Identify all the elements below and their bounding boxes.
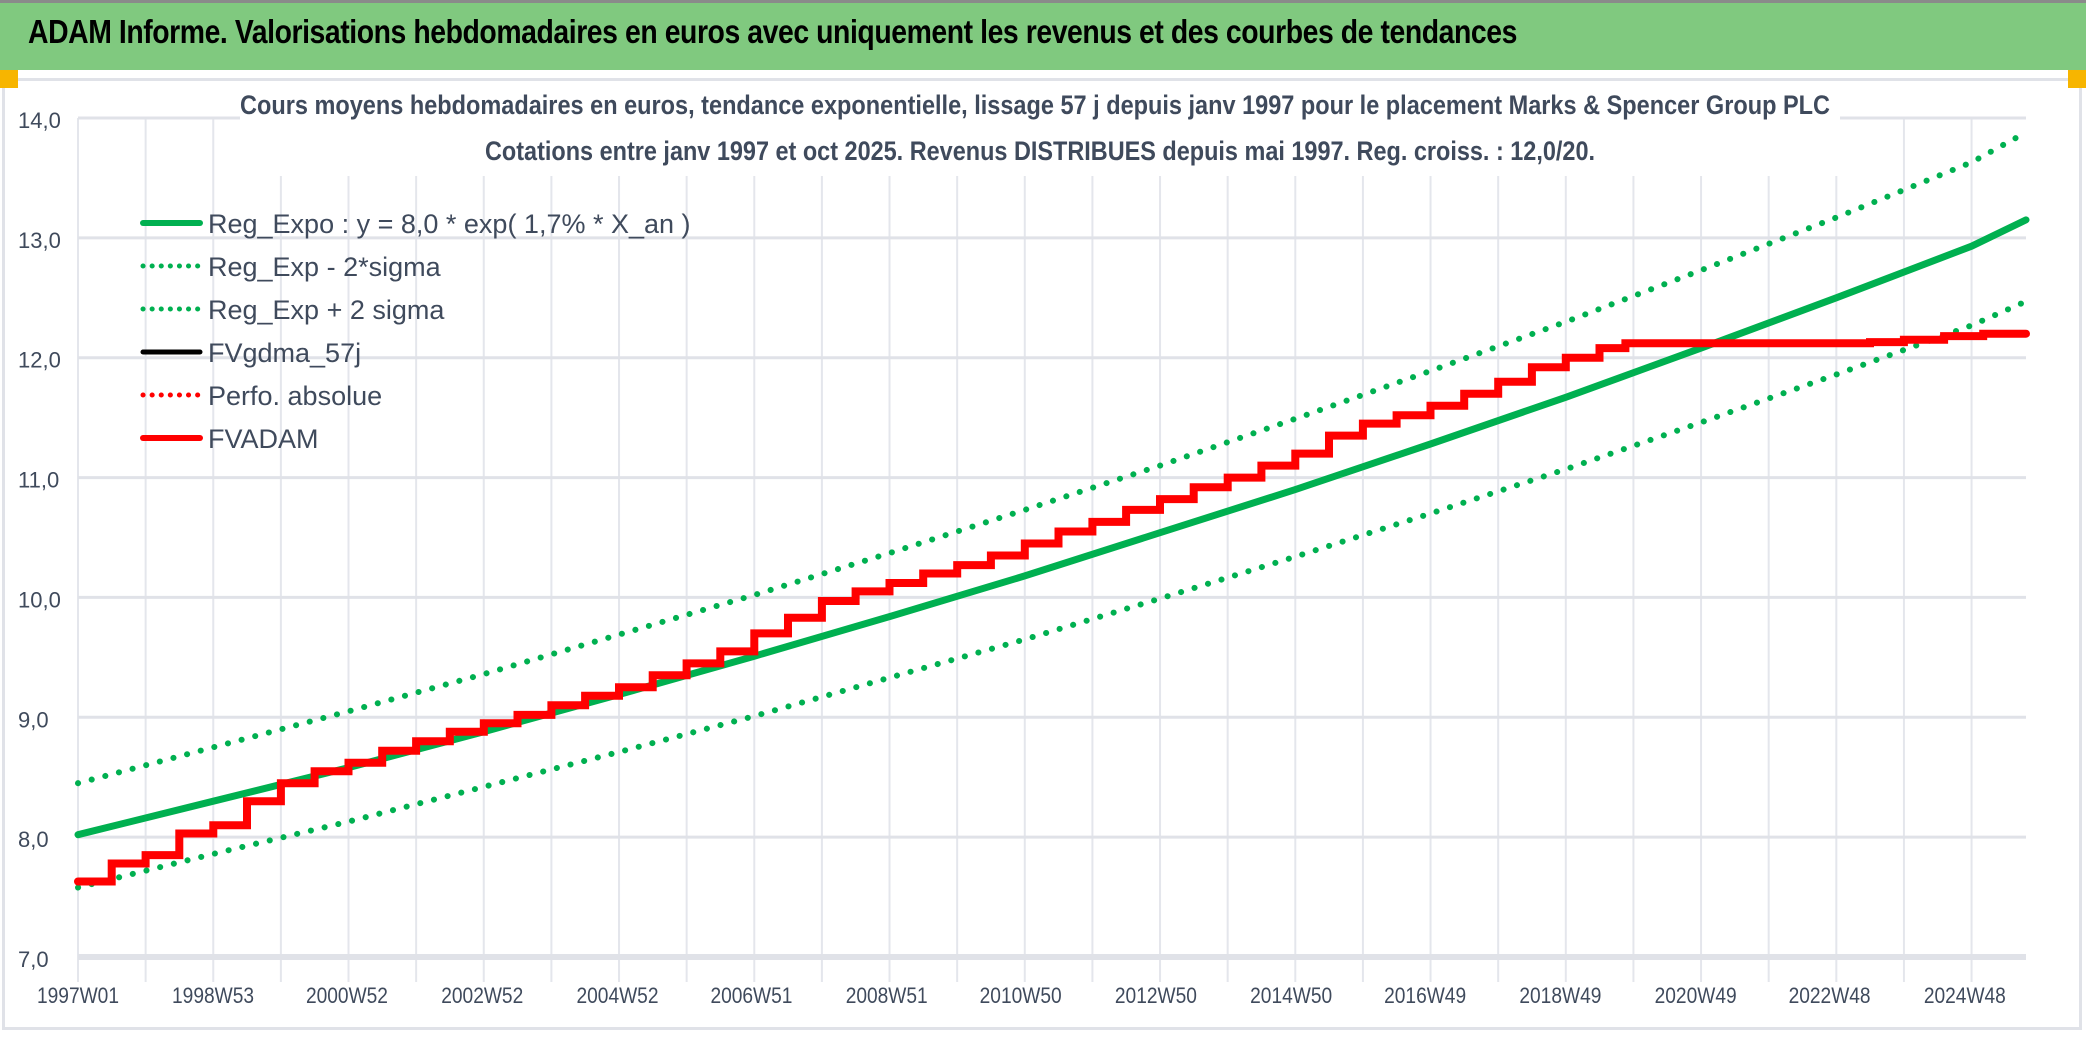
x-tick-label: 2014W50 [1250,983,1332,1008]
x-tick-label: 1997W01 [37,983,119,1008]
axes: 7,0 8,0 9,0 10,0 11,0 12,0 13,0 14,0 1997W01 1998… [18,108,2006,1008]
legend-label: Reg_Exp + 2 sigma [208,295,445,325]
x-tick-label: 2002W52 [441,983,523,1008]
y-tick-label: 14,0 [18,108,61,133]
y-tick-label: 8,0 [18,827,49,852]
x-tick-label: 2024W48 [1924,983,2006,1008]
x-tick-label: 2008W51 [846,983,928,1008]
resize-handle[interactable] [0,70,18,88]
report-title: ADAM Informe. Valorisations hebdomadaire… [28,13,1517,50]
y-tick-label: 9,0 [18,707,49,732]
legend: Reg_Expo : y = 8,0 * exp( 1,7% * X_an ) R… [140,209,691,454]
chart-subtitle: Cotations entre janv 1997 et oct 2025. R… [485,136,1595,166]
x-tick-label: 2022W48 [1789,983,1871,1008]
x-tick-label: 2006W51 [710,983,792,1008]
report-title-bar: ADAM Informe. Valorisations hebdomadaire… [0,0,2086,70]
y-tick-label: 7,0 [18,947,49,972]
legend-label: FVgdma_57j [208,338,361,368]
x-tick-label: 2010W50 [980,983,1062,1008]
x-tick-label: 2018W49 [1519,983,1601,1008]
title-background [240,88,1840,176]
series-line-fvgdma-57j [75,330,2029,886]
series-layer [74,129,2030,891]
chart-title: Cours moyens hebdomadaires en euros, ten… [240,90,1830,120]
y-tick-label: 12,0 [18,348,61,373]
legend-label: FVADAM [208,424,319,454]
legend-label: Perfo. absolue [208,381,382,411]
y-tick-label: 13,0 [18,228,61,253]
x-tick-label: 2000W52 [306,983,388,1008]
y-tick-label: 11,0 [18,468,59,493]
series-line-fvadam [74,329,2030,886]
resize-handle[interactable] [2068,70,2086,88]
legend-label: Reg_Exp - 2*sigma [208,252,442,282]
x-tick-label: 2004W52 [576,983,658,1008]
grid [77,116,2026,982]
series-line-reg-exp-2-sigma [75,298,2029,891]
chart-frame [2,78,2082,1030]
x-tick-label: 2020W49 [1655,983,1737,1008]
legend-label: Reg_Expo : y = 8,0 * exp( 1,7% * X_an ) [208,209,691,239]
series-line-reg-exp-2-sigma [75,129,2029,787]
x-tick-label: 2016W49 [1384,983,1466,1008]
y-tick-label: 10,0 [18,587,61,612]
x-tick-label: 1998W53 [172,983,254,1008]
x-tick-label: 2012W50 [1115,983,1197,1008]
